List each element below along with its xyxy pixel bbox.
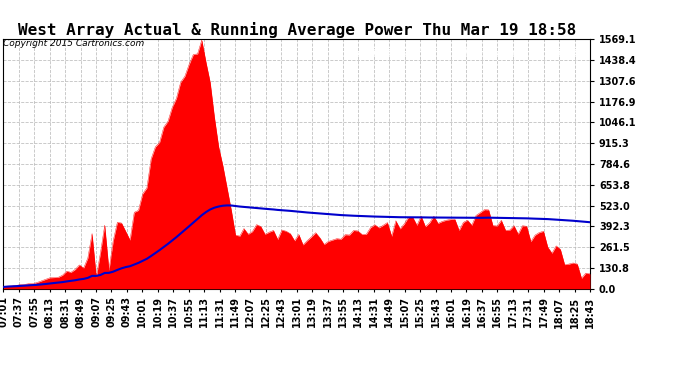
Text: Copyright 2015 Cartronics.com: Copyright 2015 Cartronics.com [3,39,145,48]
Title: West Array Actual & Running Average Power Thu Mar 19 18:58: West Array Actual & Running Average Powe… [17,22,576,38]
Legend: Average (DC Watts), West Array (DC Watts): Average (DC Watts), West Array (DC Watts… [343,44,585,60]
